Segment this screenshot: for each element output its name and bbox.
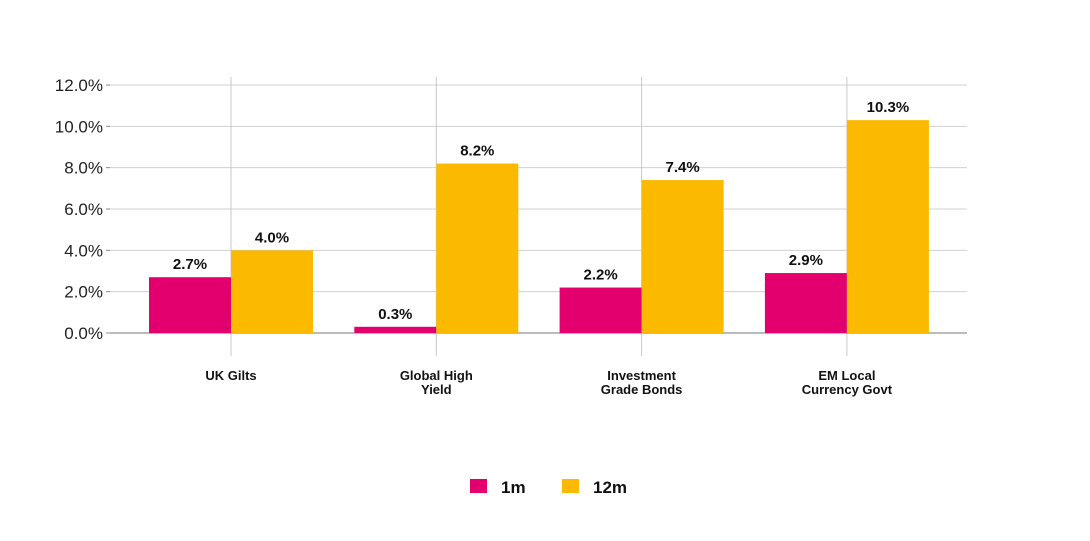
bar-1m <box>559 287 642 333</box>
data-label: 8.2% <box>460 143 494 160</box>
legend-swatch-12m <box>562 479 579 493</box>
x-category-label: Investment <box>607 368 676 383</box>
data-label: 7.4% <box>665 159 699 176</box>
bar-12m <box>641 180 724 333</box>
data-label: 0.3% <box>378 306 412 323</box>
x-category-label: Global High <box>400 368 473 383</box>
data-label: 4.0% <box>255 229 289 246</box>
bar-12m <box>231 250 313 333</box>
data-label: 2.7% <box>173 256 207 273</box>
y-tick-label: 8.0% <box>64 159 103 178</box>
y-tick-label: 10.0% <box>55 117 103 136</box>
y-tick-label: 12.0% <box>55 76 103 95</box>
x-category-label: Currency Govt <box>802 382 893 397</box>
x-category-label: Yield <box>421 382 452 397</box>
bar-12m <box>436 163 519 333</box>
legend-swatch-1m <box>470 479 487 493</box>
y-tick-label: 0.0% <box>64 324 103 343</box>
bar-1m <box>149 277 231 333</box>
bar-1m <box>764 273 847 333</box>
y-tick-label: 4.0% <box>64 241 103 260</box>
x-category-label: UK Gilts <box>205 368 256 383</box>
y-tick-label: 2.0% <box>64 283 103 302</box>
data-label: 2.2% <box>583 267 617 284</box>
legend-label: 12m <box>593 478 627 497</box>
x-category-label: Grade Bonds <box>601 382 683 397</box>
legend-label: 1m <box>501 478 526 497</box>
bar-1m <box>354 326 437 333</box>
data-label: 10.3% <box>867 99 910 116</box>
bar-12m <box>846 120 929 333</box>
x-category-label: EM Local <box>818 368 875 383</box>
y-tick-label: 6.0% <box>64 200 103 219</box>
data-label: 2.9% <box>789 252 823 269</box>
